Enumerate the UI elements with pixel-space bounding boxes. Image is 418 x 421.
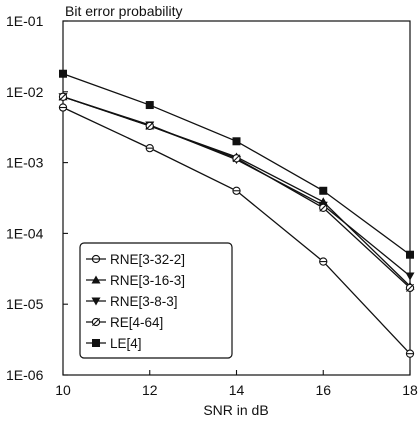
data-point — [58, 103, 68, 112]
data-point — [406, 250, 414, 259]
legend-item: RNE[3-16-3] — [86, 273, 185, 288]
legend-item: RNE[3-32-2] — [86, 252, 185, 267]
series-group — [58, 92, 415, 293]
series-line — [62, 73, 411, 256]
legend-marker — [91, 297, 101, 306]
x-tick-label: 16 — [315, 382, 331, 398]
legend-marker — [91, 317, 101, 327]
data-point — [405, 349, 415, 358]
x-axis-ticks: 10 12 14 16 18 — [55, 370, 418, 398]
series-group — [59, 69, 414, 259]
legend-item: LE[4] — [86, 336, 142, 351]
data-point — [405, 272, 415, 281]
y-tick-label: 1E-01 — [6, 13, 44, 29]
data-point — [145, 101, 154, 110]
data-point — [232, 186, 241, 195]
x-tick-label: 12 — [142, 382, 158, 398]
y-tick-label: 1E-04 — [6, 225, 44, 241]
data-point — [59, 69, 67, 78]
legend-marker — [92, 339, 100, 347]
series-group — [58, 103, 415, 358]
legend-box — [79, 242, 233, 359]
data-point — [145, 121, 154, 131]
data-point — [232, 154, 241, 163]
legend-item: RNE[3-8-3] — [86, 294, 178, 309]
legend-label: RNE[3-32-2] — [110, 252, 185, 267]
legend-label: LE[4] — [110, 336, 142, 351]
chart-title: Bit error probability — [65, 3, 183, 19]
legend-marker — [91, 275, 101, 284]
legend-item: RE[4-64] — [86, 315, 163, 330]
data-point — [319, 186, 328, 195]
y-tick-label: 1E-03 — [6, 155, 44, 171]
y-tick-label: 1E-05 — [6, 296, 44, 312]
data-point — [145, 143, 154, 153]
data-point — [232, 137, 241, 146]
data-point — [58, 92, 68, 101]
legend-label: RNE[3-16-3] — [110, 273, 185, 288]
y-axis-ticks: 1E-01 1E-02 1E-03 1E-04 1E-05 1E-06 — [6, 13, 68, 383]
x-axis-title: SNR in dB — [203, 402, 268, 418]
y-tick-label: 1E-02 — [6, 84, 44, 100]
x-tick-label: 10 — [55, 382, 71, 398]
data-point — [405, 283, 415, 293]
x-tick-label: 18 — [402, 382, 418, 398]
data-point — [319, 203, 328, 212]
legend-label: RNE[3-8-3] — [110, 294, 178, 309]
y-tick-label: 1E-06 — [6, 367, 44, 383]
legend-marker — [91, 254, 101, 264]
legend: RNE[3-32-2] RNE[3-16-3] RNE[3-8-3] RE[4-64]… — [79, 242, 233, 359]
data-point — [319, 257, 328, 266]
x-tick-label: 14 — [229, 382, 245, 398]
legend-label: RE[4-64] — [110, 315, 163, 330]
series-layer — [58, 69, 415, 358]
